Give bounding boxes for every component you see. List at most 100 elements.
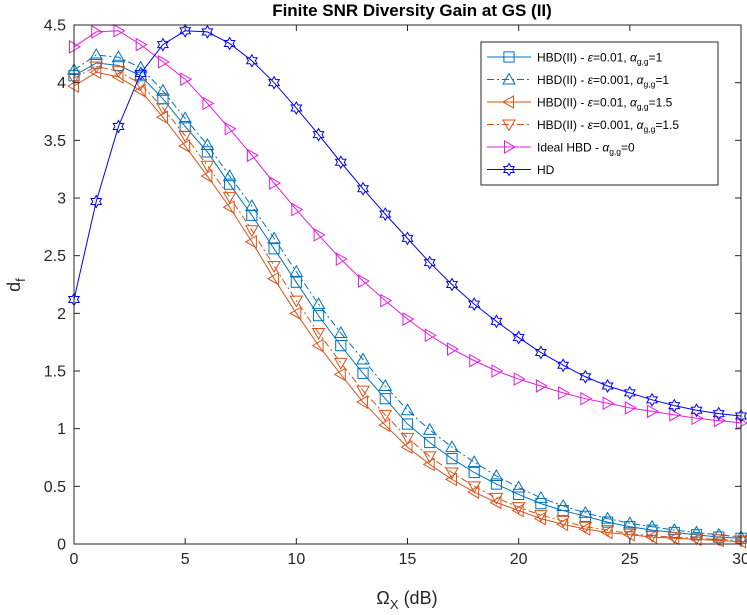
y-tick-label: 4.5 bbox=[44, 18, 66, 35]
legend-marker bbox=[501, 95, 514, 109]
series-6-point bbox=[646, 392, 659, 407]
series-4-point bbox=[422, 451, 437, 464]
series-5-point bbox=[602, 396, 615, 411]
series-3-point bbox=[511, 503, 524, 518]
series-4-point bbox=[156, 103, 170, 116]
series-3-line bbox=[73, 71, 742, 543]
series-1-point bbox=[513, 488, 525, 501]
series-1-point bbox=[290, 276, 302, 288]
legend-marker bbox=[502, 72, 516, 85]
series-4-point bbox=[200, 160, 215, 173]
series-3-point bbox=[311, 338, 324, 353]
series-2-point bbox=[711, 527, 726, 540]
series-5-point bbox=[269, 176, 282, 190]
series-2-point bbox=[578, 505, 593, 518]
series-2-point bbox=[200, 137, 215, 150]
series-4-point bbox=[311, 327, 326, 340]
series-2-point bbox=[400, 403, 415, 416]
series-6-point bbox=[223, 36, 236, 51]
series-3-point bbox=[356, 395, 369, 410]
series-6-point bbox=[334, 155, 347, 170]
series-3-point bbox=[489, 495, 502, 510]
series-5-point bbox=[535, 379, 548, 393]
series-3-point bbox=[267, 271, 280, 286]
series-4-point bbox=[556, 515, 570, 528]
series-6-point bbox=[179, 23, 192, 38]
series-2-point bbox=[111, 50, 126, 63]
series-1-point bbox=[490, 478, 503, 490]
axes-layer: 0 5 10 15 20 25 30 0 0.5 1 1.5 2 2.5 3 3.5 4 4.5 bbox=[44, 18, 747, 569]
series-3-point bbox=[222, 200, 235, 215]
series-4-point bbox=[667, 532, 682, 545]
series-2-point bbox=[600, 511, 615, 524]
series-6-point bbox=[490, 314, 503, 329]
series-4-point bbox=[689, 533, 704, 546]
series-1-point bbox=[312, 310, 325, 322]
series-4 bbox=[67, 61, 747, 548]
legend-label: HBD(II) - ε=0.01, αg,g=1 bbox=[537, 51, 663, 67]
legend-marker bbox=[504, 140, 517, 154]
series-2-line bbox=[73, 54, 742, 538]
series-4-point bbox=[489, 492, 504, 505]
series-1-line bbox=[73, 62, 742, 539]
series-6-point bbox=[379, 207, 392, 222]
series-6-point bbox=[601, 378, 614, 393]
series-6-point bbox=[579, 369, 592, 384]
legend-item: HBD(II) - ε=0.01, αg,g=1 bbox=[487, 51, 663, 67]
y-tick-label: 4 bbox=[57, 75, 66, 92]
series-1-point bbox=[535, 498, 547, 510]
series-1-point bbox=[401, 418, 414, 430]
series-5-point bbox=[335, 252, 348, 266]
series-5-line bbox=[73, 30, 742, 424]
series-6-point bbox=[90, 194, 103, 209]
series-2-point bbox=[222, 169, 237, 182]
series-6-point bbox=[668, 398, 681, 413]
legend-box bbox=[480, 41, 719, 186]
series-6-point bbox=[134, 66, 147, 81]
series-4-point bbox=[222, 191, 237, 204]
series-4-point bbox=[289, 295, 304, 308]
series-1-point bbox=[468, 466, 480, 479]
series-2-point bbox=[245, 199, 259, 212]
series-5-point bbox=[558, 386, 571, 400]
series-6-point bbox=[268, 75, 281, 90]
y-axis-label: df bbox=[4, 278, 28, 292]
series-1-point bbox=[379, 393, 391, 405]
series-5-point bbox=[224, 121, 237, 136]
series-5-point bbox=[291, 202, 304, 217]
series-6-point bbox=[156, 37, 169, 52]
series-2-point bbox=[511, 480, 526, 493]
series-3 bbox=[66, 65, 746, 549]
legend-label: HD bbox=[537, 163, 555, 177]
x-tick-label: 5 bbox=[181, 551, 190, 568]
series-2-point bbox=[467, 455, 482, 468]
series-2-point bbox=[156, 83, 170, 96]
series-6-point bbox=[623, 385, 636, 400]
series-4-point bbox=[356, 385, 370, 398]
series-2-point bbox=[356, 352, 370, 365]
y-tick-label: 1 bbox=[57, 421, 66, 438]
series-5-point bbox=[469, 353, 482, 368]
legend-item: Ideal HBD - αg,g=0 bbox=[487, 140, 635, 157]
series-4-point bbox=[600, 525, 615, 538]
series-6-point bbox=[423, 255, 436, 270]
series-4-point bbox=[400, 432, 415, 445]
series-1-point bbox=[357, 367, 369, 379]
series-6-point bbox=[468, 297, 481, 312]
series-5-point bbox=[313, 228, 326, 242]
series-5-point bbox=[624, 401, 637, 415]
series-4-point bbox=[645, 530, 659, 543]
y-tick-label: 3 bbox=[57, 191, 66, 208]
legend-label: HBD(II) - ε=0.001, αg,g=1 bbox=[537, 73, 669, 89]
series-6-point bbox=[445, 277, 459, 292]
legend-marker bbox=[502, 162, 516, 177]
series-3-point bbox=[178, 139, 191, 153]
legend-label: HBD(II) - ε=0.001, αg,g=1.5 bbox=[537, 118, 679, 134]
series-4-point bbox=[111, 66, 126, 79]
x-tick-label: 10 bbox=[287, 551, 305, 568]
series-1-point bbox=[446, 453, 458, 465]
legend-item: HD bbox=[487, 162, 555, 177]
series-5-point bbox=[91, 25, 104, 39]
x-tick-label: 30 bbox=[732, 551, 747, 568]
